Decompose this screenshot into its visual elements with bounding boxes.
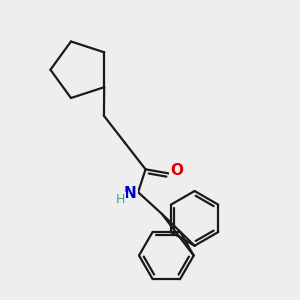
Text: H: H	[116, 193, 125, 206]
Text: O: O	[170, 163, 183, 178]
Text: N: N	[124, 187, 137, 202]
